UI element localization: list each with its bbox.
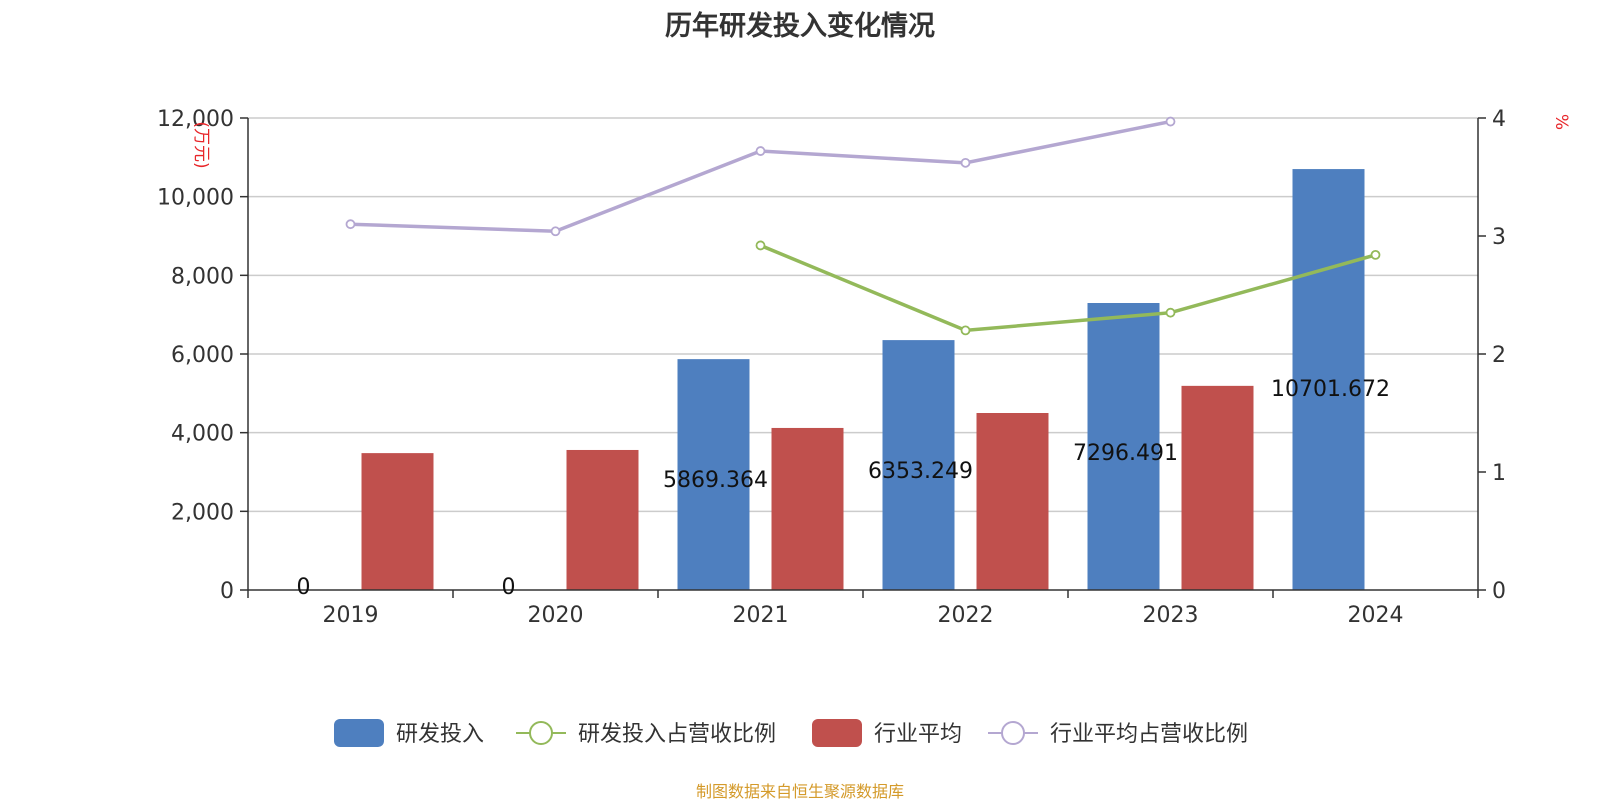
industry-average-bar [566, 449, 639, 590]
bar-series [361, 169, 1365, 590]
left-axis-tick-label: 4,000 [171, 422, 234, 447]
rd-ratio-point [960, 325, 971, 336]
left-axis-unit-label: (万元) [191, 121, 211, 168]
legend-swatch-marker [529, 721, 553, 745]
industry-average-bar [1181, 385, 1254, 590]
x-axis-tick-label: 2023 [1143, 603, 1199, 628]
rd-investment-bar [1087, 303, 1160, 590]
chart-title: 历年研发投入变化情况 [665, 11, 935, 42]
legend-label: 研发投入 [396, 722, 484, 747]
industry-ratio-point [755, 146, 766, 156]
right-axis-tick-label: 3 [1492, 225, 1506, 250]
left-axis-tick-label: 8,000 [171, 264, 234, 289]
right-axis-tick-label: 1 [1492, 461, 1506, 486]
rd-investment-data-label: 5869.364 [663, 468, 768, 493]
left-axis-tick-label: 12,000 [157, 107, 234, 132]
rd-investment-bar [882, 340, 955, 590]
industry-ratio-point [550, 226, 561, 237]
rd-investment-data-label: 6353.249 [868, 459, 973, 484]
x-axis-tick-label: 2019 [323, 603, 379, 628]
industry-average-bar [361, 453, 434, 590]
right-axis-tick-label: 4 [1492, 107, 1506, 132]
rd-investment-bar [1292, 169, 1365, 590]
source-note: 制图数据来自恒生聚源数据库 [695, 782, 904, 801]
left-axis-tick-label: 6,000 [171, 343, 234, 368]
x-axis-tick-label: 2021 [733, 603, 789, 628]
rd-investment-data-label: 10701.672 [1271, 377, 1390, 402]
industry-ratio-point [345, 219, 356, 230]
rd-ratio-point [755, 240, 766, 251]
rd-ratio-line [759, 243, 1376, 333]
rd-investment-data-label: 0 [297, 575, 311, 600]
industry-ratio-line [350, 119, 1171, 234]
left-axis-tick-label: 10,000 [157, 186, 234, 211]
left-axis-tick-label: 2,000 [171, 500, 234, 525]
legend-label: 行业平均 [874, 722, 962, 747]
industry-average-bar [771, 427, 844, 590]
right-axis-unit-label: % [1551, 114, 1571, 130]
x-axis-tick-label: 2022 [938, 603, 994, 628]
legend-label: 行业平均占营收比例 [1050, 722, 1248, 747]
axes: 0 2,000 4,000 6,000 8,000 10,000 12,000 0 1 2 3 4 20… [157, 107, 1571, 628]
legend-swatch [334, 719, 384, 747]
right-axis-tick-label: 0 [1492, 579, 1506, 604]
x-axis-tick-label: 2020 [528, 603, 584, 628]
right-axis-tick-label: 2 [1492, 343, 1506, 368]
legend-swatch [812, 719, 862, 747]
data-labels: 0 0 5869.364 6353.249 7296.491 10701.672 [297, 377, 1390, 600]
industry-ratio-point [960, 157, 971, 168]
x-axis-tick-label: 2024 [1348, 603, 1404, 628]
rd-investment-data-label: 0 [502, 575, 516, 600]
legend: 研发投入 研发投入占营收比例 行业平均 行业平均占营收比例 [334, 719, 1248, 747]
rd-ratio-point [1370, 249, 1381, 260]
legend-swatch-marker [1001, 721, 1025, 745]
left-axis-tick-label: 0 [220, 579, 234, 604]
rd-ratio-point [1165, 307, 1176, 318]
industry-average-bar [976, 413, 1049, 590]
rd-investment-bar [677, 359, 750, 590]
rd-investment-data-label: 7296.491 [1073, 441, 1178, 466]
line-series [345, 116, 1381, 336]
gridlines [248, 117, 1478, 513]
legend-label: 研发投入占营收比例 [578, 722, 776, 747]
industry-ratio-point [1165, 116, 1176, 127]
